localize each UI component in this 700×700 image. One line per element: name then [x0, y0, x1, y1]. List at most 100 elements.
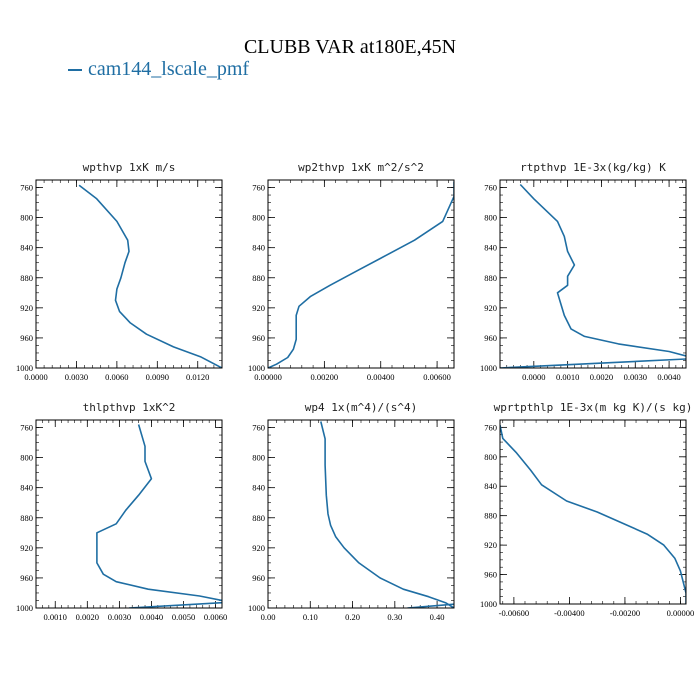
y-tick-label: 800	[252, 453, 265, 463]
series-line	[268, 181, 454, 368]
y-tick-label: 1000	[248, 603, 265, 613]
y-tick-label: 840	[252, 483, 265, 493]
x-tick-label: 0.0030	[624, 372, 647, 382]
y-tick-label: 920	[252, 543, 265, 553]
x-tick-label: 0.00000	[254, 372, 282, 382]
x-tick-label: 0.0040	[140, 612, 163, 622]
subplot-6: wprtpthlp 1E-3x(m kg K)/(s kg) 760 800 840 8…	[480, 401, 694, 618]
x-tick-label: 0.0030	[65, 372, 88, 382]
y-tick-label: 880	[252, 513, 265, 523]
y-tick-label: 840	[252, 243, 265, 253]
y-tick-label: 760	[20, 423, 33, 433]
y-tick-label: 800	[20, 453, 33, 463]
series-line	[96, 424, 222, 602]
subplot-title: wprtpthlp 1E-3x(m kg K)/(s kg)	[494, 401, 693, 414]
subplot-title: wpthvp 1xK m/s	[83, 161, 176, 174]
x-tick-label: -0.00600	[499, 608, 529, 618]
x-tick-label: 0.0010	[44, 612, 67, 622]
y-tick-label: 920	[484, 540, 497, 550]
y-tick-label: 840	[484, 481, 497, 491]
series-line-secondary	[500, 358, 686, 368]
x-tick-label: 0.0040	[657, 372, 680, 382]
series-line-secondary	[407, 603, 454, 608]
y-tick-label: 760	[484, 183, 497, 193]
x-tick-label: 0.0090	[146, 372, 169, 382]
y-tick-label: 920	[20, 543, 33, 553]
x-tick-label: 0.00000	[667, 608, 695, 618]
series-line	[320, 421, 454, 608]
x-tick-label: 0.00400	[367, 372, 395, 382]
y-tick-label: 920	[484, 303, 497, 313]
y-tick-label: 1000	[16, 603, 33, 613]
subplot-2: wp2thvp 1xK m^2/s^2 760 800 840 880 920 960 100…	[248, 161, 455, 382]
y-tick-label: 1000	[16, 363, 33, 373]
y-tick-label: 800	[252, 213, 265, 223]
x-tick-label: 0.0000	[522, 372, 545, 382]
y-tick-label: 880	[20, 273, 33, 283]
y-tick-label: 920	[20, 303, 33, 313]
y-tick-label: 800	[484, 213, 497, 223]
x-tick-label: 0.0060	[204, 612, 227, 622]
y-tick-label: 880	[484, 511, 497, 521]
series-line	[519, 183, 686, 357]
x-tick-label: 0.10	[303, 612, 318, 622]
plot-frame	[35, 419, 223, 609]
x-tick-label: 0.0020	[590, 372, 613, 382]
x-tick-label: 0.00200	[311, 372, 339, 382]
series-line	[78, 184, 222, 368]
x-tick-label: 0.0120	[186, 372, 209, 382]
x-tick-label: -0.00400	[554, 608, 584, 618]
y-tick-label: 1000	[248, 363, 265, 373]
y-tick-label: 760	[252, 423, 265, 433]
plot-frame	[267, 179, 455, 369]
x-tick-label: 0.0030	[108, 612, 131, 622]
x-tick-label: -0.00200	[610, 608, 640, 618]
x-tick-label: 0.0050	[172, 612, 195, 622]
subplot-title: wp4 1x(m^4)/(s^4)	[305, 401, 418, 414]
x-tick-label: 0.0060	[105, 372, 128, 382]
y-tick-label: 840	[484, 243, 497, 253]
subplot-title: rtpthvp 1E-3x(kg/kg) K	[520, 161, 666, 174]
y-tick-label: 760	[484, 422, 497, 432]
x-tick-label: 0.30	[387, 612, 402, 622]
y-tick-label: 840	[20, 483, 33, 493]
series-line	[500, 425, 686, 604]
plot-frame	[499, 179, 687, 369]
subplot-title: wp2thvp 1xK m^2/s^2	[298, 161, 424, 174]
y-tick-label: 1000	[480, 599, 497, 609]
x-tick-label: 0.0020	[76, 612, 99, 622]
legend: cam144_lscale_pmf	[68, 58, 249, 81]
x-tick-label: 0.40	[430, 612, 445, 622]
plot-frame	[499, 419, 687, 605]
y-tick-label: 960	[252, 333, 265, 343]
y-tick-label: 880	[484, 273, 497, 283]
x-tick-label: 0.00	[261, 612, 276, 622]
legend-label: cam144_lscale_pmf	[88, 58, 250, 80]
plot-frame	[35, 179, 223, 369]
legend-line-icon	[68, 69, 82, 72]
y-tick-label: 960	[20, 573, 33, 583]
subplot-1: wpthvp 1xK m/s76080084088092096010000.00…	[16, 161, 223, 382]
y-tick-label: 760	[252, 183, 265, 193]
figure-title: CLUBB VAR at180E,45N	[243, 36, 457, 58]
y-tick-label: 840	[20, 243, 33, 253]
y-tick-label: 960	[20, 333, 33, 343]
y-tick-label: 960	[484, 570, 497, 580]
series-line-secondary	[128, 601, 222, 608]
y-tick-label: 1000	[480, 363, 497, 373]
subplot-5: wp4 1x(m^4)/(s^4)76080084088092096010000…	[248, 401, 455, 622]
y-tick-label: 960	[252, 573, 265, 583]
y-tick-label: 800	[484, 452, 497, 462]
subplot-4: thlpthvp 1xK^2 760 800 840 880 920 960 1000 0.00…	[16, 401, 227, 622]
y-tick-label: 880	[20, 513, 33, 523]
y-tick-label: 760	[20, 183, 33, 193]
y-tick-label: 800	[20, 213, 33, 223]
x-tick-label: 0.20	[345, 612, 360, 622]
x-tick-label: 0.00600	[423, 372, 451, 382]
y-tick-label: 920	[252, 303, 265, 313]
y-tick-label: 880	[252, 273, 265, 283]
x-tick-label: 0.0000	[24, 372, 47, 382]
y-tick-label: 960	[484, 333, 497, 343]
subplot-title: thlpthvp 1xK^2	[83, 401, 176, 414]
